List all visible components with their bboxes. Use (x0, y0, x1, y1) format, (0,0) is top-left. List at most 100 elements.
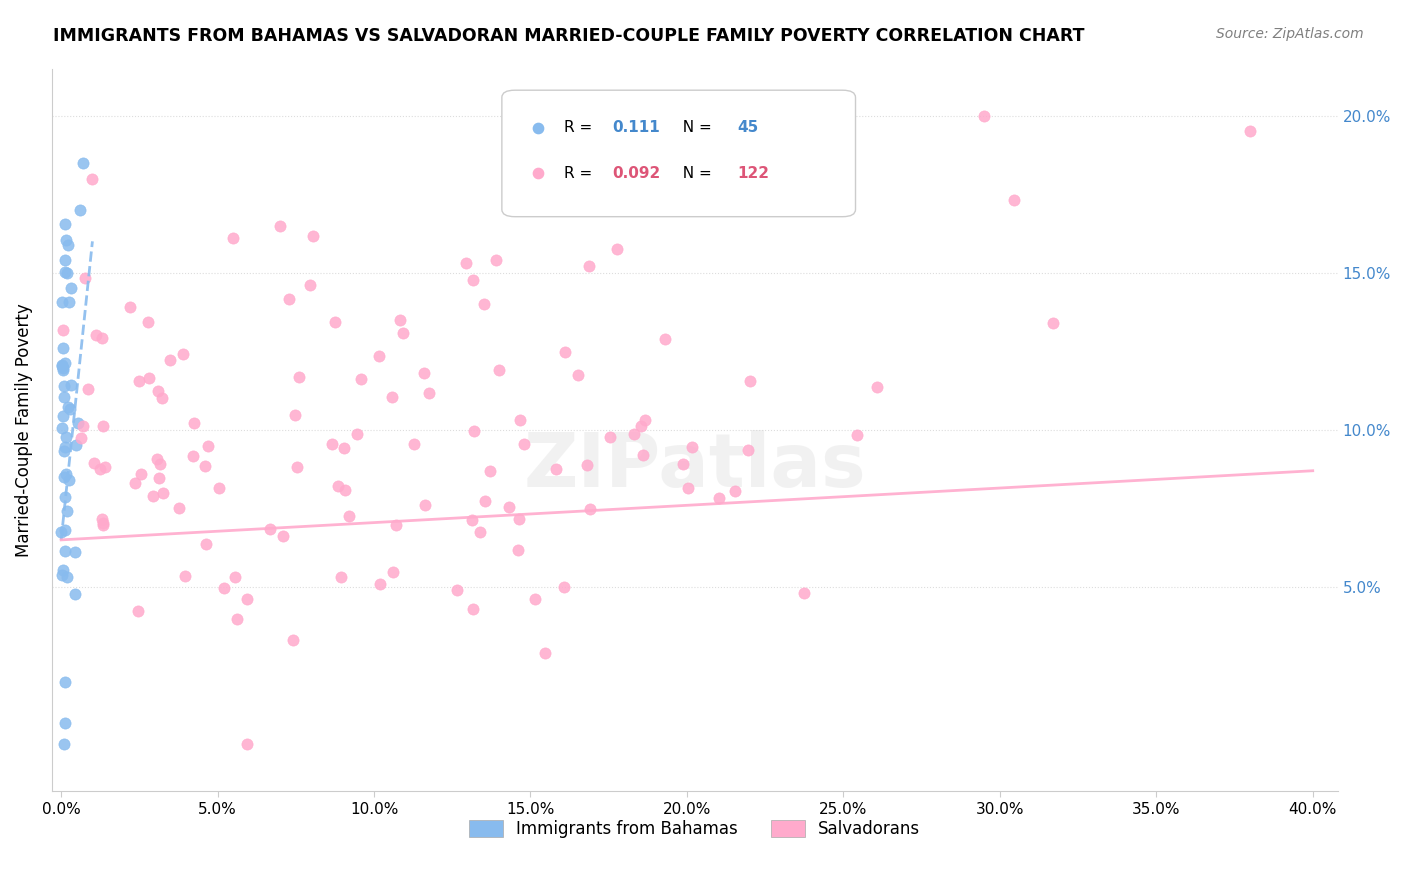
Point (284, 409, 307, 423)
Point (52, 363, 75, 377)
Text: Source: ZipAtlas.com: Source: ZipAtlas.com (1216, 27, 1364, 41)
Point (84, 328, 107, 343)
Point (1239, 124, 1261, 138)
Point (124, 475, 146, 490)
Point (183, 416, 205, 430)
Point (793, 585, 815, 599)
Point (138, 315, 160, 329)
Point (678, 481, 700, 495)
Point (418, 386, 440, 401)
Point (269, 219, 291, 233)
Point (446, 583, 468, 598)
Point (654, 332, 676, 346)
Point (606, 242, 628, 256)
Point (382, 565, 405, 579)
Point (118, 300, 141, 314)
Point (224, 569, 246, 583)
Point (259, 522, 281, 536)
Point (273, 528, 295, 542)
Text: N =: N = (673, 166, 717, 181)
Point (52, 391, 75, 405)
Point (52, 379, 75, 393)
Point (222, 231, 245, 245)
Point (287, 370, 309, 384)
Point (285, 459, 308, 474)
Y-axis label: Married-Couple Family Poverty: Married-Couple Family Poverty (15, 303, 32, 557)
Point (740, 374, 762, 388)
Point (53, 716, 76, 731)
Point (53, 440, 76, 454)
Point (53, 265, 76, 279)
Point (328, 478, 350, 492)
Point (56, 504, 79, 518)
Point (554, 345, 576, 359)
Point (485, 252, 508, 267)
Point (128, 374, 150, 388)
Point (498, 500, 520, 514)
Text: R =: R = (564, 120, 596, 136)
Point (413, 498, 436, 512)
Point (672, 457, 695, 471)
Point (623, 427, 645, 442)
Point (567, 368, 589, 382)
Point (463, 602, 485, 616)
Point (278, 292, 301, 306)
Point (368, 576, 391, 591)
Point (534, 646, 557, 660)
Point (146, 384, 169, 398)
Point (149, 457, 172, 471)
Point (523, 591, 546, 606)
Point (52, 341, 75, 355)
Point (385, 517, 408, 532)
Point (53, 217, 76, 231)
Point (350, 372, 373, 386)
Point (75, 271, 97, 285)
Point (388, 313, 411, 327)
Point (56, 570, 79, 584)
Point (488, 363, 510, 377)
Point (576, 458, 599, 472)
Point (235, 592, 257, 607)
Point (66, 416, 89, 430)
Point (129, 467, 152, 481)
Point (212, 582, 235, 596)
Point (53, 491, 76, 505)
Point (82, 171, 104, 186)
Text: R =: R = (564, 166, 596, 181)
Point (301, 229, 323, 244)
Point (52, 361, 75, 376)
Point (337, 509, 360, 524)
Point (506, 543, 529, 558)
Point (599, 430, 621, 444)
Point (330, 569, 353, 583)
Point (579, 501, 602, 516)
Point (630, 419, 652, 434)
Point (412, 366, 434, 380)
Point (56, 266, 79, 280)
Point (90, 331, 112, 345)
Point (53, 356, 76, 370)
Point (60, 378, 83, 392)
Point (72, 156, 94, 170)
Point (55, 467, 77, 481)
Point (152, 485, 174, 500)
Text: 45: 45 (737, 120, 758, 136)
Point (58, 294, 80, 309)
FancyBboxPatch shape (502, 90, 855, 217)
Point (197, 439, 219, 453)
Point (578, 259, 600, 273)
Point (1002, 194, 1025, 208)
Point (59, 402, 82, 417)
Point (737, 443, 759, 458)
Point (52, 469, 75, 483)
Point (346, 427, 368, 442)
Point (866, 379, 889, 393)
Legend: Immigrants from Bahamas, Salvadorans: Immigrants from Bahamas, Salvadorans (463, 813, 927, 845)
Point (63, 587, 86, 601)
Point (461, 273, 484, 287)
Point (55, 544, 77, 558)
Point (138, 371, 160, 385)
Point (634, 412, 657, 426)
Point (631, 448, 654, 462)
Point (159, 353, 181, 368)
